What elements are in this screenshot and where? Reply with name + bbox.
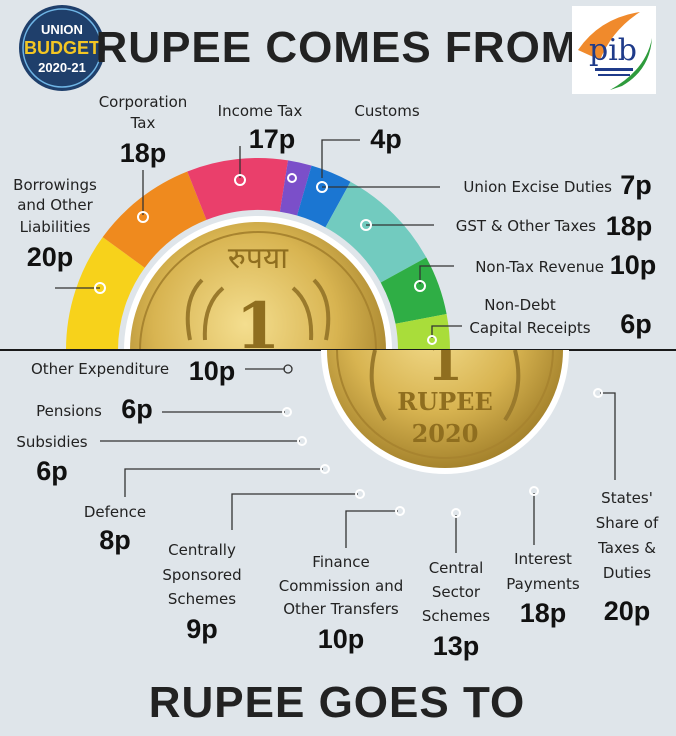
coin-hindi-text: रुपया	[228, 241, 289, 276]
value-states-share: 20p	[604, 596, 651, 626]
coin-bottom-numeral: 1	[427, 332, 463, 393]
title-bottom: RUPEE GOES TO	[149, 678, 526, 727]
comes-from-labels: Borrowings and Other Liabilities 20p Corpo…	[13, 93, 657, 345]
pib-logo: pib	[572, 6, 656, 94]
label-interest-payments: Interest Payments	[506, 550, 580, 593]
label-borrowings: Borrowings and Other Liabilities	[13, 176, 97, 236]
label-non-debt: Non-Debt Capital Receipts	[469, 296, 590, 337]
comes-from-ring	[66, 158, 450, 350]
label-subsidies: Subsidies	[16, 433, 87, 451]
value-centrally-sponsored: 9p	[186, 614, 218, 644]
value-finance-commission: 10p	[318, 624, 365, 654]
goes-to-labels: Other Expenditure 10p Pensions 6p Subsid…	[16, 356, 659, 661]
value-corporation-tax: 18p	[120, 138, 167, 168]
saffron-swoosh-icon	[578, 12, 640, 60]
label-non-tax-revenue: Non-Tax Revenue	[475, 258, 604, 276]
comes-from-segment-3	[279, 160, 312, 216]
value-non-debt: 6p	[620, 309, 652, 339]
value-union-excise: 7p	[620, 170, 652, 200]
comes-from-segment-2	[187, 158, 289, 220]
value-gst: 18p	[606, 211, 653, 241]
wheat-bottom-icon	[369, 350, 521, 422]
value-other-expenditure: 10p	[189, 356, 236, 386]
coin-rupee-word: RUPEE	[397, 387, 493, 416]
value-customs: 4p	[370, 124, 402, 154]
top-coin	[130, 222, 386, 350]
bottom-coin	[327, 350, 563, 468]
value-interest-payments: 18p	[520, 598, 567, 628]
comes-from-segment-5	[325, 181, 427, 283]
value-income-tax: 17p	[249, 124, 296, 154]
value-pensions: 6p	[121, 394, 153, 424]
value-defence: 8p	[99, 525, 131, 555]
wheat-icon	[185, 278, 331, 341]
union-budget-badge: UNION BUDGET 2020-21	[19, 5, 105, 91]
title-top: RUPEE COMES FROM	[96, 23, 579, 72]
label-other-expenditure: Other Expenditure	[31, 360, 169, 378]
label-finance-commission: Finance Commission and Other Transfers	[279, 553, 404, 618]
value-subsidies: 6p	[36, 456, 68, 486]
badge-line1: UNION	[41, 22, 83, 37]
comes-from-segment-6	[380, 257, 447, 324]
label-income-tax: Income Tax	[218, 102, 303, 120]
pib-logo-text: pib	[589, 33, 637, 68]
label-corporation-tax: Corporation Tax	[99, 93, 188, 132]
badge-line3: 2020-21	[38, 60, 86, 75]
green-swoosh-icon	[610, 38, 652, 90]
comes-from-segment-0	[66, 237, 145, 350]
coin-top-numeral: 1	[236, 289, 281, 364]
label-pensions: Pensions	[36, 402, 102, 420]
label-gst: GST & Other Taxes	[456, 217, 596, 235]
coin-year: 2020	[412, 419, 479, 448]
label-central-sector: Central Sector Schemes	[422, 559, 490, 625]
label-centrally-sponsored: Centrally Sponsored Schemes	[162, 541, 241, 608]
label-union-excise: Union Excise Duties	[463, 178, 612, 196]
value-central-sector: 13p	[433, 631, 480, 661]
label-states-share: States' Share of Taxes & Duties	[596, 489, 659, 582]
comes-from-segment-4	[297, 165, 351, 228]
comes-from-segment-1	[102, 171, 207, 268]
label-defence: Defence	[84, 503, 146, 521]
value-borrowings: 20p	[27, 242, 74, 272]
value-non-tax-revenue: 10p	[610, 250, 657, 280]
badge-line2: BUDGET	[24, 38, 100, 58]
label-customs: Customs	[354, 102, 419, 120]
